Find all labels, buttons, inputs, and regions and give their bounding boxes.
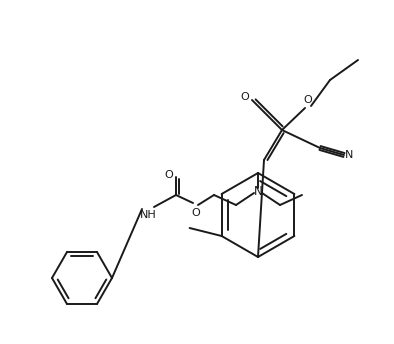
Text: N: N: [345, 150, 353, 160]
Text: O: O: [304, 95, 312, 105]
Text: N: N: [254, 184, 262, 197]
Text: NH: NH: [139, 210, 156, 220]
Text: O: O: [241, 92, 249, 102]
Text: O: O: [191, 208, 201, 218]
Text: O: O: [165, 170, 173, 180]
